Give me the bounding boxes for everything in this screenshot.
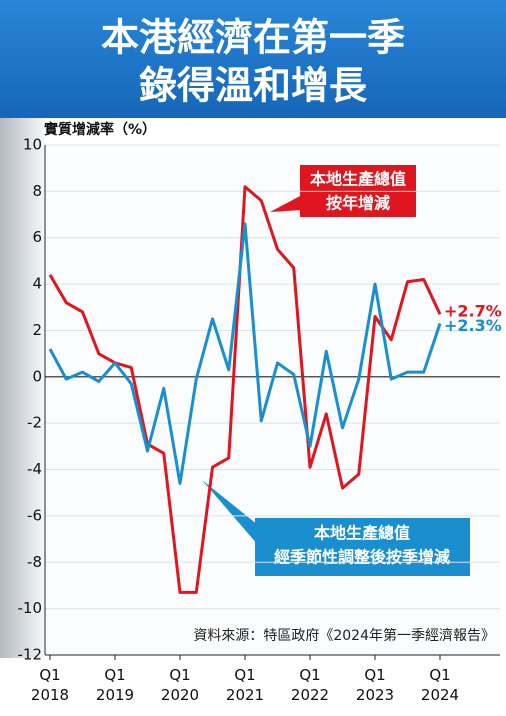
x-tick-label: Q1 2024	[421, 666, 459, 704]
y-tick-label: 6	[32, 228, 42, 246]
y-tick-label: -8	[27, 553, 42, 571]
title-line: 錄得溫和增長	[139, 64, 368, 108]
data-line	[48, 222, 442, 485]
banner	[0, 0, 506, 118]
y-tick-label: 10	[23, 136, 42, 154]
callout-pointer	[202, 480, 258, 545]
end-label: +2.3%	[444, 316, 502, 335]
x-tick-label: Q1 2020	[161, 666, 199, 704]
x-tick-label: Q1 2021	[226, 666, 264, 704]
y-tick-label: -2	[27, 414, 42, 432]
y-tick-label: 2	[32, 321, 42, 339]
title-line: 本港經濟在第一季	[101, 16, 405, 60]
x-tick-label: Q1 2018	[31, 666, 69, 704]
y-tick-label: 0	[32, 367, 42, 385]
source: 資料來源：特區政府《2024年第一季經濟報告》	[193, 627, 495, 644]
y-tick-label: -12	[18, 646, 43, 664]
y-tick-label: -4	[27, 460, 42, 478]
legend-entry: 按年增減	[326, 194, 390, 213]
end-label: +2.7%	[444, 302, 502, 321]
x-tick-label: Q1 2023	[356, 666, 394, 704]
legend-entry: 本地生產總值	[314, 524, 410, 543]
legend-entry: 本地生產總值	[310, 170, 406, 189]
photo-strip	[0, 118, 44, 658]
y-tick-label: -6	[27, 506, 42, 524]
y-tick-label: 4	[32, 275, 42, 293]
y-axis-label: 實質增減率（%）	[44, 121, 156, 138]
legend-entry: 經季節性調整後按季增減	[274, 548, 450, 567]
y-tick-label: 8	[32, 182, 42, 200]
x-tick-label: Q1 2022	[291, 666, 329, 704]
y-tick-label: -10	[18, 599, 43, 617]
callout-pointer	[270, 195, 302, 212]
plot-bg	[45, 145, 500, 655]
callout-box	[255, 518, 470, 576]
x-tick-label: Q1 2019	[96, 666, 134, 704]
